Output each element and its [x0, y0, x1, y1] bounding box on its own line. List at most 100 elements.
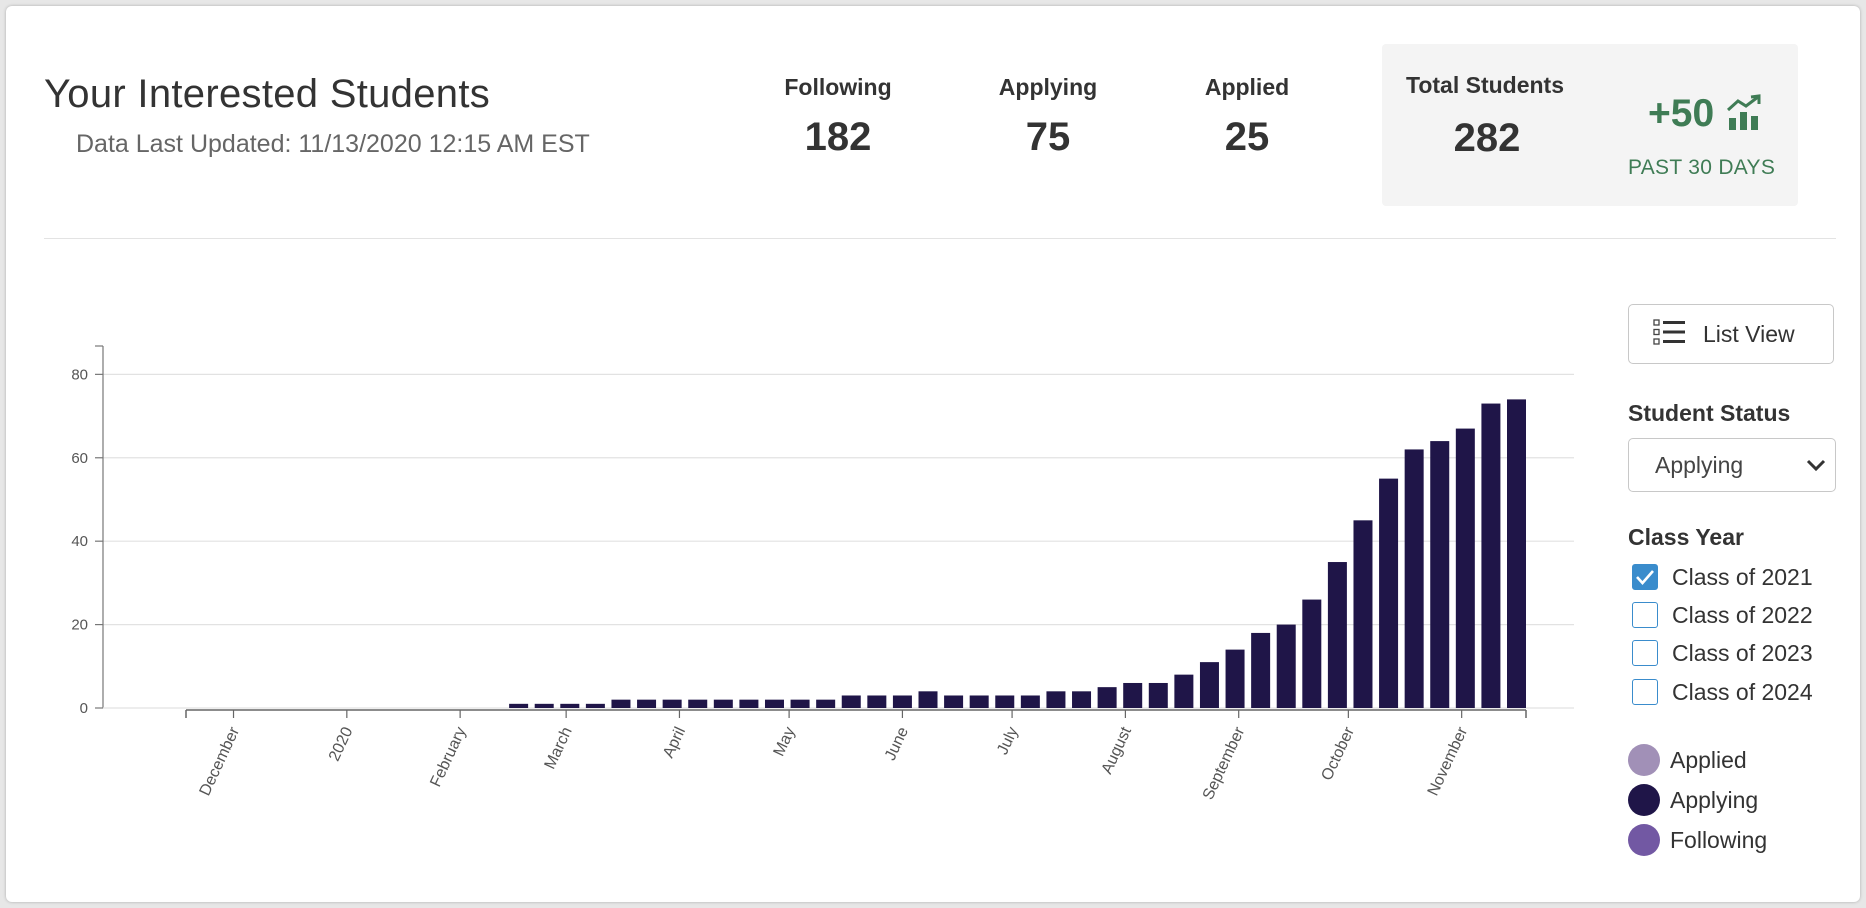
growth-period: PAST 30 DAYS	[1628, 156, 1776, 179]
x-tick-label: November	[1425, 724, 1472, 799]
class-year-2021-checkbox[interactable]: Class of 2021	[1632, 562, 1813, 592]
interested-students-card: Your Interested Students Data Last Updat…	[6, 6, 1860, 902]
legend-label: Applying	[1670, 786, 1759, 813]
trending-up-chart-icon	[1726, 94, 1764, 137]
x-tick-label: June	[882, 724, 912, 763]
stat-applied: Applied 25	[1167, 74, 1327, 160]
student-status-value: Applying	[1655, 452, 1744, 478]
bar	[816, 699, 836, 708]
bar	[1481, 403, 1501, 708]
class-year-label: Class Year	[1628, 524, 1744, 550]
total-students-panel: Total Students 282 +50 PAST 30 DAYS	[1382, 44, 1798, 206]
bar	[637, 699, 657, 708]
legend-item-applying: Applying	[1628, 784, 1758, 816]
stat-value: 182	[804, 115, 872, 159]
checkbox-checked[interactable]	[1632, 564, 1658, 590]
legend-swatch	[1628, 784, 1660, 816]
bar	[560, 703, 580, 708]
legend-item-following: Following	[1628, 824, 1767, 856]
bar	[764, 699, 784, 708]
applying-bar-chart: 0 20 40 60 80 December 2020 February March April M…	[71, 345, 1574, 803]
bar	[1379, 478, 1399, 708]
legend-item-applied: Applied	[1628, 744, 1747, 776]
bar	[1251, 632, 1271, 708]
bar	[534, 703, 554, 708]
bar	[1302, 599, 1322, 708]
bar	[995, 695, 1015, 708]
bar	[1276, 624, 1296, 708]
class-year-2023-checkbox[interactable]: Class of 2023	[1632, 638, 1813, 668]
x-tick-label: August	[1099, 724, 1136, 777]
legend-label: Following	[1670, 826, 1768, 853]
checkbox-unchecked[interactable]	[1632, 679, 1658, 705]
bar	[1404, 449, 1424, 708]
legend-swatch	[1628, 744, 1660, 776]
bar	[1020, 695, 1040, 708]
bar	[867, 695, 887, 708]
list-view-button[interactable]: List View	[1628, 304, 1834, 364]
list-view-label: List View	[1703, 320, 1795, 347]
bar	[1430, 441, 1450, 708]
class-year-label-text: Class of 2021	[1672, 563, 1813, 590]
x-tick-label: December	[197, 724, 244, 799]
bar	[585, 703, 605, 708]
bar	[969, 695, 989, 708]
x-tick-label: February	[427, 725, 469, 790]
student-status-label: Student Status	[1628, 400, 1791, 426]
stat-value: 25	[1224, 115, 1270, 159]
bar	[892, 695, 912, 708]
x-tick-label: September	[1200, 724, 1249, 803]
bar	[1507, 399, 1526, 708]
bar	[918, 691, 938, 708]
total-students-value: 282	[1453, 116, 1521, 160]
checkbox-unchecked[interactable]	[1632, 602, 1658, 628]
y-tick-label: 80	[71, 366, 88, 383]
x-tick-label: April	[660, 725, 689, 761]
page-title: Your Interested Students	[44, 72, 491, 116]
x-tick-label: May	[771, 725, 799, 760]
bar	[611, 699, 631, 708]
x-tick-label: October	[1319, 724, 1359, 783]
bar	[1199, 662, 1219, 708]
bar	[662, 699, 682, 708]
student-status-select[interactable]: Applying	[1628, 438, 1836, 492]
y-tick-label: 20	[71, 617, 88, 634]
checkmark-icon	[1635, 569, 1654, 585]
x-tick-label: 2020	[326, 724, 356, 764]
y-tick-label: 0	[80, 700, 88, 717]
list-icon	[1653, 318, 1687, 351]
class-year-label-text: Class of 2022	[1672, 601, 1813, 628]
bar	[1046, 691, 1066, 708]
bar	[509, 703, 529, 708]
bar	[790, 699, 810, 708]
stat-applying: Applying 75	[968, 74, 1128, 160]
bar	[713, 699, 733, 708]
bar	[1174, 674, 1194, 708]
y-tick-label: 40	[71, 533, 88, 550]
bar	[1455, 428, 1475, 708]
class-year-2022-checkbox[interactable]: Class of 2022	[1632, 600, 1813, 630]
x-tick-label: March	[542, 725, 576, 772]
bar	[841, 695, 861, 708]
total-students-label: Total Students	[1406, 72, 1565, 98]
bar	[1225, 649, 1245, 708]
checkbox-unchecked[interactable]	[1632, 640, 1658, 666]
stat-following: Following 182	[758, 74, 918, 160]
bar	[1327, 562, 1347, 708]
bar	[1123, 682, 1143, 708]
class-year-label-text: Class of 2023	[1672, 639, 1813, 666]
class-year-2024-checkbox[interactable]: Class of 2024	[1632, 677, 1813, 707]
growth-value: +50	[1648, 92, 1715, 135]
header-divider	[44, 238, 1836, 239]
bar	[739, 699, 759, 708]
stat-value: 75	[1025, 115, 1071, 159]
bar	[944, 695, 964, 708]
stat-label: Applying	[998, 74, 1098, 100]
bar	[1148, 682, 1168, 708]
last-updated-text: Data Last Updated: 11/13/2020 12:15 AM E…	[76, 130, 590, 158]
legend-swatch	[1628, 824, 1660, 856]
chevron-down-icon	[1805, 455, 1827, 480]
bar	[1097, 687, 1117, 708]
y-tick-label: 60	[71, 450, 88, 467]
class-year-label-text: Class of 2024	[1672, 678, 1813, 705]
